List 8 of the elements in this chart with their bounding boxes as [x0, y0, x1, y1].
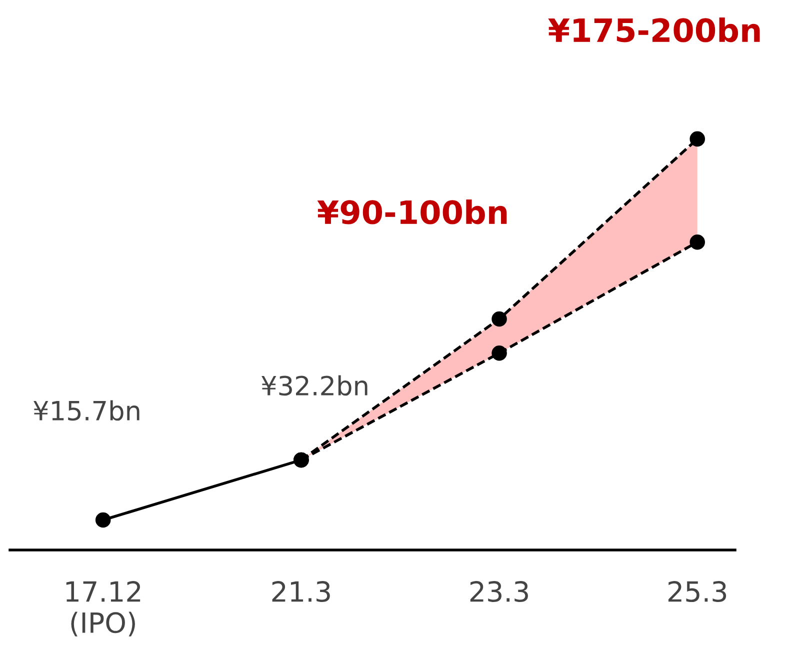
x-tick-label: 17.12 (IPO) [66, 581, 140, 636]
annotation: ¥15.7bn [34, 400, 140, 421]
x-tick-label: 25.3 [668, 581, 726, 602]
annotation: ¥90-100bn [317, 200, 507, 224]
annotation: ¥32.2bn [262, 375, 368, 396]
x-tick-label: 21.3 [272, 581, 330, 602]
text: ¥175-200bn [548, 18, 760, 42]
x-tick-label: 23.3 [470, 581, 528, 602]
